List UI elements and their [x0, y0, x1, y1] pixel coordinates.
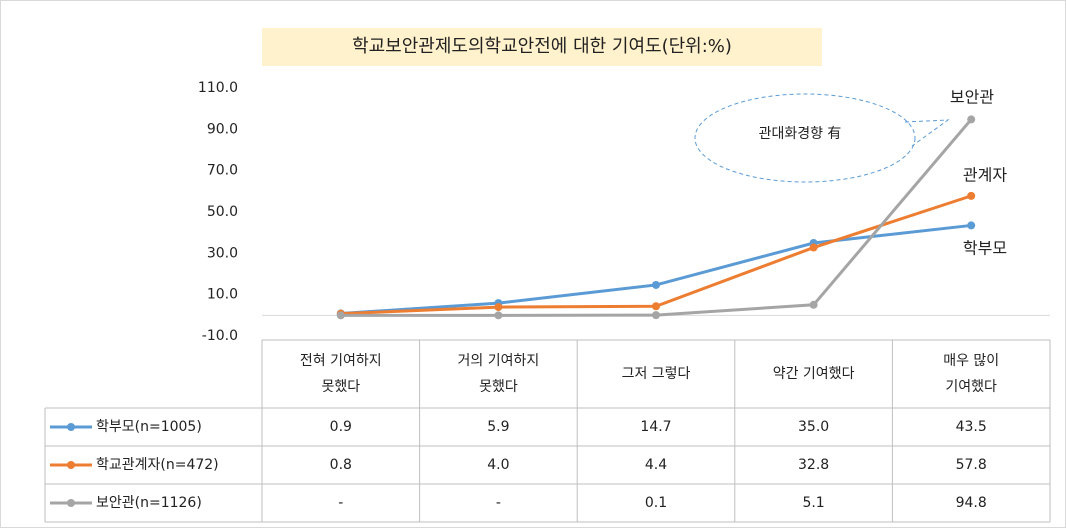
data-point	[494, 303, 503, 312]
data-point	[967, 221, 976, 230]
y-tick-label: 50.0	[207, 204, 238, 220]
data-point	[494, 311, 503, 320]
data-point	[809, 300, 818, 309]
table-value: 5.9	[487, 419, 509, 435]
legend-label: 학부모(n=1005)	[96, 419, 202, 435]
callout	[694, 93, 916, 183]
x-tick-label: 매우 많이	[943, 353, 999, 369]
y-tick-label: 110.0	[198, 80, 238, 96]
table-value: 0.1	[645, 495, 667, 511]
legend-marker	[67, 461, 75, 469]
table-value: -	[496, 495, 501, 511]
x-tick-label: 기여했다	[945, 379, 997, 395]
table-value: -	[338, 495, 343, 511]
x-tick-label: 그저 그렇다	[622, 366, 691, 382]
table-value: 14.7	[640, 419, 671, 435]
data-point	[652, 280, 660, 289]
table-value: 32.8	[798, 457, 829, 473]
legend-marker	[67, 423, 75, 431]
y-tick-label: 30.0	[207, 245, 238, 261]
chart-title: 학교보안관제도의학교안전에 대한 기여도(단위:%)	[352, 36, 732, 57]
y-tick-label: 70.0	[207, 163, 238, 179]
data-point	[652, 311, 660, 320]
table-value: 0.8	[330, 457, 352, 473]
x-tick-label: 거의 기여하지	[458, 353, 540, 369]
table-value: 35.0	[798, 419, 829, 435]
annotation: 보안관	[950, 88, 994, 107]
title-box	[262, 28, 822, 66]
table-value: 5.1	[802, 495, 824, 511]
data-point	[336, 311, 345, 320]
table-value: 94.8	[956, 495, 987, 511]
x-tick-label: 못했다	[321, 379, 360, 395]
annotation: 관대화경향 有	[759, 126, 842, 142]
table-value: 0.9	[330, 419, 352, 435]
data-point	[967, 191, 976, 200]
data-point	[652, 302, 660, 311]
data-point	[967, 115, 976, 124]
legend-marker	[67, 499, 75, 507]
y-tick-label: 10.0	[207, 287, 238, 303]
annotation: 관계자	[963, 166, 1007, 185]
table-value: 4.4	[645, 457, 667, 473]
x-tick-label: 전혀 기여하지	[300, 353, 382, 369]
legend-label: 학교관계자(n=472)	[96, 457, 219, 473]
annotation: 학부모	[963, 239, 1007, 258]
legend-label: 보안관(n=1126)	[96, 495, 202, 511]
callout-pointer	[904, 119, 950, 147]
y-tick-label: 90.0	[207, 121, 238, 137]
table-value: 57.8	[956, 457, 987, 473]
table-value: 4.0	[487, 457, 509, 473]
table-value: 43.5	[956, 419, 987, 435]
x-tick-label: 약간 기여했다	[773, 366, 855, 382]
x-tick-label: 못했다	[479, 379, 518, 395]
y-tick-label: -10.0	[202, 328, 238, 344]
data-point	[809, 243, 818, 252]
